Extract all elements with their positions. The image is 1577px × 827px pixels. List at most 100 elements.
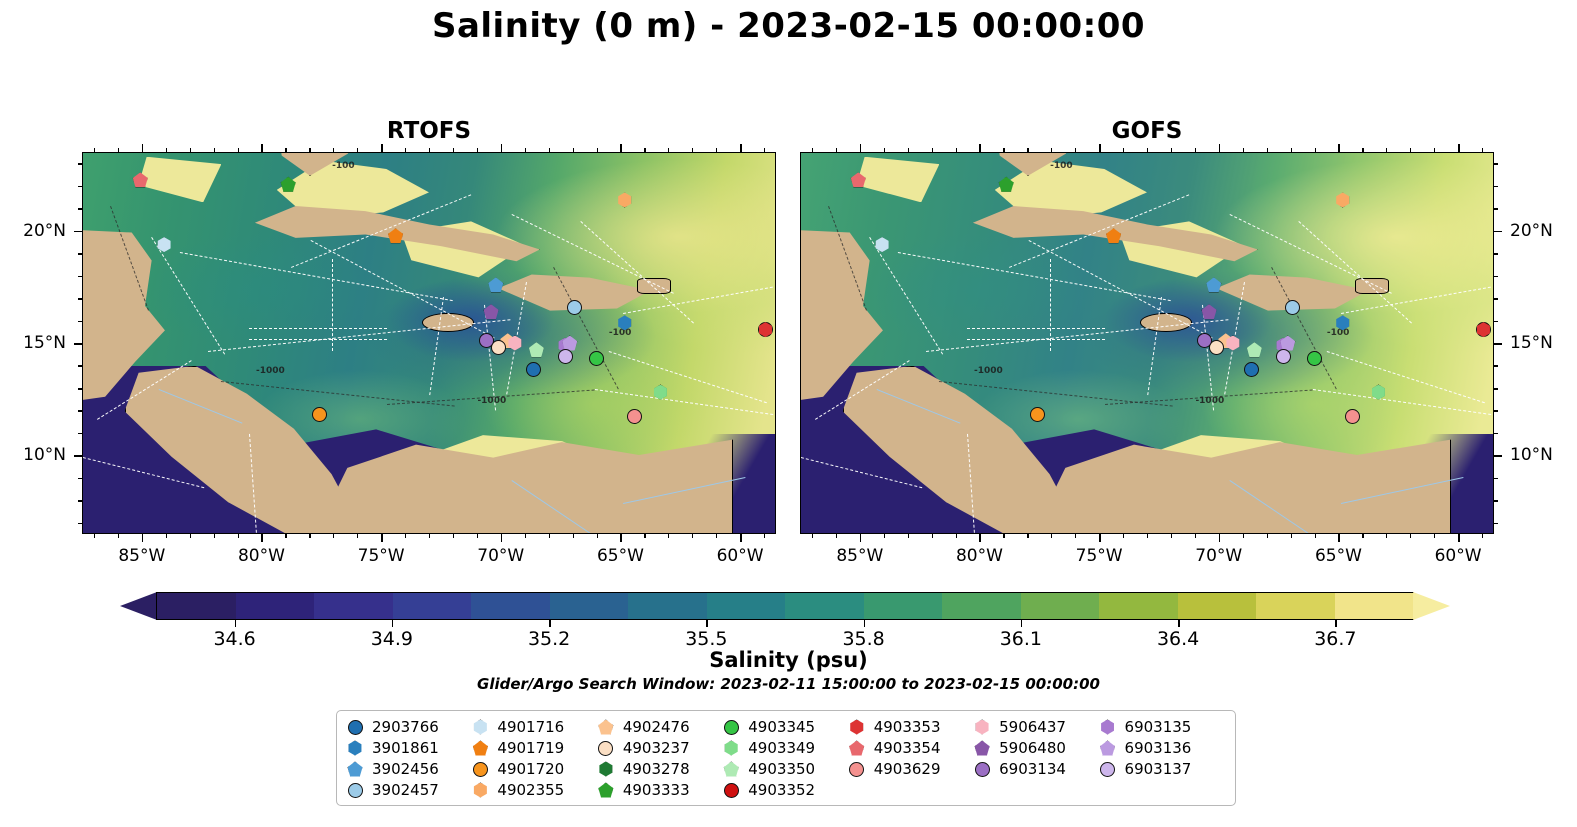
platform-marker-2903766[interactable] [347,719,363,735]
platform-marker-4902355[interactable] [473,782,488,798]
legend-item-4902476[interactable]: 4902476 [598,718,723,736]
platform-marker-5906437[interactable] [507,335,522,351]
platform-marker-3902456[interactable] [1206,277,1222,293]
legend-item-6903134[interactable]: 6903134 [974,760,1099,778]
platform-marker-5906437[interactable] [1225,335,1240,351]
platform-marker-4903333[interactable] [598,782,614,798]
legend-item-4901720[interactable]: 4901720 [472,760,597,778]
legend-item-4903629[interactable]: 4903629 [849,760,974,778]
legend-item-4903333[interactable]: 4903333 [598,781,723,799]
platform-marker-4901720[interactable] [311,407,327,423]
platform-marker-6903136[interactable] [1100,740,1116,756]
platform-marker-3901861[interactable] [617,315,632,331]
platform-marker-4901716[interactable] [875,237,890,253]
platform-marker-6903135[interactable] [1100,719,1115,735]
platform-marker-5906480[interactable] [974,740,990,756]
platform-marker-4903345[interactable] [588,351,604,367]
colorbar[interactable]: 34.6 34.9 35.2 35.5 35.8 36.1 36.4 36.7 [120,592,1450,650]
legend-item-5906480[interactable]: 5906480 [974,739,1099,757]
marker-glyph [618,315,632,331]
platform-marker-4903350[interactable] [1246,342,1262,358]
legend-item-6903135[interactable]: 6903135 [1100,718,1225,736]
platform-marker-4903350[interactable] [723,761,739,777]
platform-marker-3901861[interactable] [1335,315,1350,331]
legend-item-4903352[interactable]: 4903352 [723,781,848,799]
legend-item-2903766[interactable]: 2903766 [347,718,472,736]
platform-marker-4903354[interactable] [849,740,865,756]
legend-item-6903136[interactable]: 6903136 [1100,739,1225,757]
platform-marker-6903137[interactable] [1100,761,1116,777]
platform-marker-4903237[interactable] [490,339,506,355]
platform-marker-4902476[interactable] [598,719,614,735]
legend-item-4902355[interactable]: 4902355 [472,781,597,799]
platform-marker-4902355[interactable] [1335,192,1350,208]
platform-marker-4901719[interactable] [1106,228,1122,244]
map-panel-gofs[interactable]: -1000 -1000 -100 -100 [800,152,1494,534]
platform-marker-5906480[interactable] [483,304,499,320]
y-minor-tick [1494,275,1498,278]
platform-marker-3902457[interactable] [1285,299,1301,315]
platform-marker-4902355[interactable] [617,192,632,208]
platform-marker-6903136[interactable] [1280,335,1296,351]
platform-legend[interactable]: 2903766 3901861 3902456 3902457 4901716 49017… [336,710,1236,806]
platform-marker-4901716[interactable] [157,237,172,253]
platform-marker-4903354[interactable] [850,172,866,188]
legend-item-4903353[interactable]: 4903353 [849,718,974,736]
platform-marker-4903629[interactable] [626,409,642,425]
platform-marker-4903353[interactable] [758,322,773,338]
legend-item-4903354[interactable]: 4903354 [849,739,974,757]
platform-marker-4903237[interactable] [598,740,614,756]
platform-marker-4901719[interactable] [388,228,404,244]
platform-marker-3902457[interactable] [567,299,583,315]
eez-line [967,327,1106,329]
platform-marker-2903766[interactable] [1244,362,1260,378]
legend-item-3902457[interactable]: 3902457 [347,781,472,799]
platform-marker-4901716[interactable] [473,719,488,735]
legend-item-4903345[interactable]: 4903345 [723,718,848,736]
platform-marker-6903134[interactable] [1196,333,1212,349]
legend-item-3902456[interactable]: 3902456 [347,760,472,778]
platform-marker-6903137[interactable] [557,348,573,364]
legend-item-4903349[interactable]: 4903349 [723,739,848,757]
platform-marker-3902456[interactable] [488,277,504,293]
platform-marker-4903345[interactable] [1306,351,1322,367]
x-tick-top [1218,144,1221,152]
platform-marker-6903134[interactable] [974,761,990,777]
platform-marker-4901719[interactable] [472,740,488,756]
platform-marker-4903353[interactable] [849,719,864,735]
legend-item-4901719[interactable]: 4901719 [472,739,597,757]
platform-marker-4901720[interactable] [1029,407,1045,423]
platform-marker-4903629[interactable] [849,761,865,777]
platform-marker-4903237[interactable] [1208,339,1224,355]
legend-item-3901861[interactable]: 3901861 [347,739,472,757]
platform-marker-4903353[interactable] [1476,322,1491,338]
platform-marker-4903345[interactable] [723,719,739,735]
platform-marker-4903350[interactable] [528,342,544,358]
platform-marker-3902456[interactable] [347,761,363,777]
legend-item-4901716[interactable]: 4901716 [472,718,597,736]
platform-marker-5906437[interactable] [975,719,990,735]
platform-marker-4903349[interactable] [653,384,668,400]
platform-marker-4903349[interactable] [1371,384,1386,400]
platform-marker-3902457[interactable] [347,782,363,798]
legend-item-4903350[interactable]: 4903350 [723,760,848,778]
platform-marker-4903354[interactable] [132,172,148,188]
platform-marker-5906480[interactable] [1201,304,1217,320]
legend-item-5906437[interactable]: 5906437 [974,718,1099,736]
platform-marker-4903333[interactable] [280,176,296,192]
platform-marker-4903352[interactable] [723,782,739,798]
platform-marker-4903629[interactable] [1344,409,1360,425]
legend-item-4903278[interactable]: 4903278 [598,760,723,778]
platform-marker-6903137[interactable] [1275,348,1291,364]
platform-marker-6903134[interactable] [478,333,494,349]
map-panel-rtofs[interactable]: -1000 -1000 -100 -100 [82,152,776,534]
platform-marker-6903136[interactable] [562,335,578,351]
platform-marker-2903766[interactable] [526,362,542,378]
platform-marker-3901861[interactable] [348,740,363,756]
platform-marker-4903333[interactable] [998,176,1014,192]
legend-item-4903237[interactable]: 4903237 [598,739,723,757]
platform-marker-4903278[interactable] [598,761,613,777]
platform-marker-4901720[interactable] [472,761,488,777]
platform-marker-4903349[interactable] [724,740,739,756]
legend-item-6903137[interactable]: 6903137 [1100,760,1225,778]
